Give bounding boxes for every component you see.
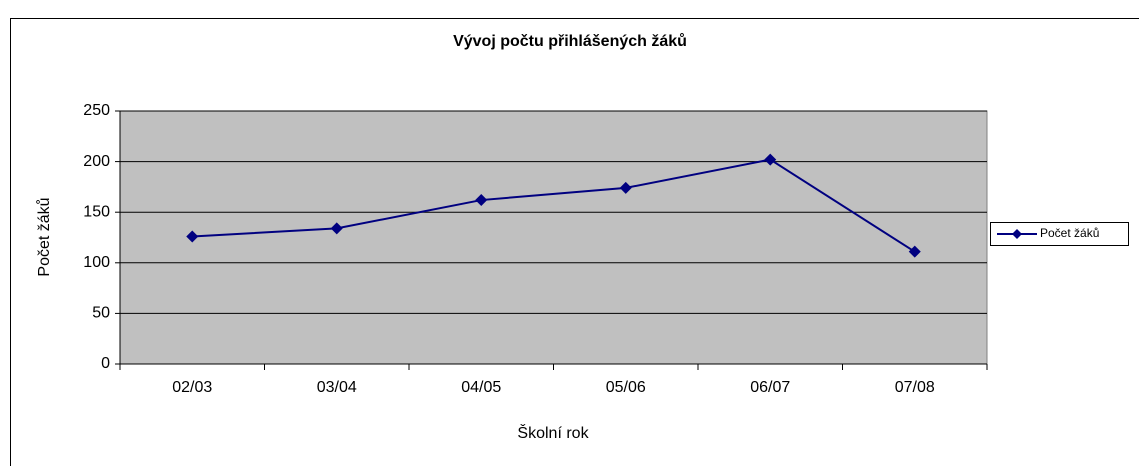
point-marker [764,153,777,166]
legend-box [990,222,1129,246]
x-tick-label: 02/03 [172,379,212,396]
x-axis-label: Školní rok [517,423,589,442]
x-tick-label: 04/05 [461,379,501,396]
point-marker [619,181,632,194]
point-marker [186,230,199,243]
point-marker [330,222,343,235]
x-tick-label: 06/07 [750,379,790,396]
series-line [192,158,916,253]
legend-marker [1012,229,1022,239]
legend-label: Počet žáků [1040,226,1099,240]
y-tick-label: 50 [92,305,110,322]
x-tick-label: 07/08 [895,379,935,396]
y-tick-label: 100 [83,254,110,271]
point-marker [475,194,488,207]
y-axis-label: Počet žáků [35,197,53,276]
y-tick-label: 250 [83,102,110,119]
x-tick-label: 05/06 [606,379,646,396]
point-marker [908,245,921,258]
plot-area [119,110,988,365]
y-tick-label: 200 [83,153,110,170]
y-tick-label: 0 [101,355,110,372]
y-tick-label: 150 [83,203,110,220]
chart-title: Vývoj počtu přihlášených žáků [453,33,687,50]
x-tick-label: 03/04 [317,379,357,396]
